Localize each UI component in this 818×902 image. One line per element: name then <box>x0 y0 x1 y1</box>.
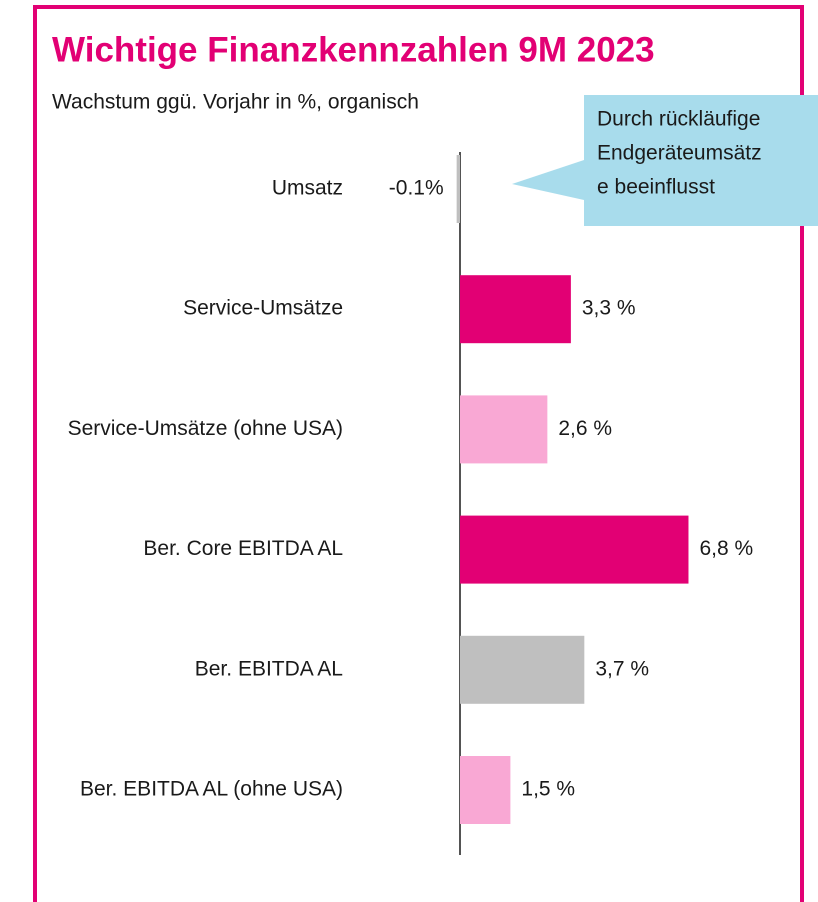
frame <box>33 5 804 902</box>
value-label: 6,8 % <box>699 537 753 560</box>
value-label: 3,3 % <box>582 297 636 320</box>
bar <box>460 635 585 704</box>
category-label: Ber. Core EBITDA AL <box>143 537 343 560</box>
callout-text: e beeinflusst <box>597 176 715 199</box>
value-label: 2,6 % <box>558 417 612 440</box>
bar <box>460 275 571 344</box>
callout-pointer <box>512 160 584 200</box>
callout-text: Durch rückläufige <box>597 108 760 131</box>
value-label: -0.1% <box>389 177 444 200</box>
value-label: 3,7 % <box>595 657 649 680</box>
bar <box>460 756 511 824</box>
category-label: Ber. EBITDA AL <box>195 657 343 680</box>
callout <box>512 95 818 226</box>
value-label: 1,5 % <box>521 778 575 801</box>
chart-subtitle: Wachstum ggü. Vorjahr in %, organisch <box>52 91 419 114</box>
bar <box>460 515 689 584</box>
callout-text: Endgeräteumsätz <box>597 142 762 165</box>
category-label: Ber. EBITDA AL (ohne USA) <box>80 778 343 801</box>
chart-title: Wichtige Finanzkennzahlen 9M 2023 <box>52 30 655 69</box>
bar <box>456 155 460 223</box>
category-label: Service-Umsätze <box>183 297 343 320</box>
category-label: Service-Umsätze (ohne USA) <box>68 417 343 440</box>
category-label: Umsatz <box>272 177 343 200</box>
callout-box <box>584 95 818 226</box>
bar <box>460 395 548 464</box>
